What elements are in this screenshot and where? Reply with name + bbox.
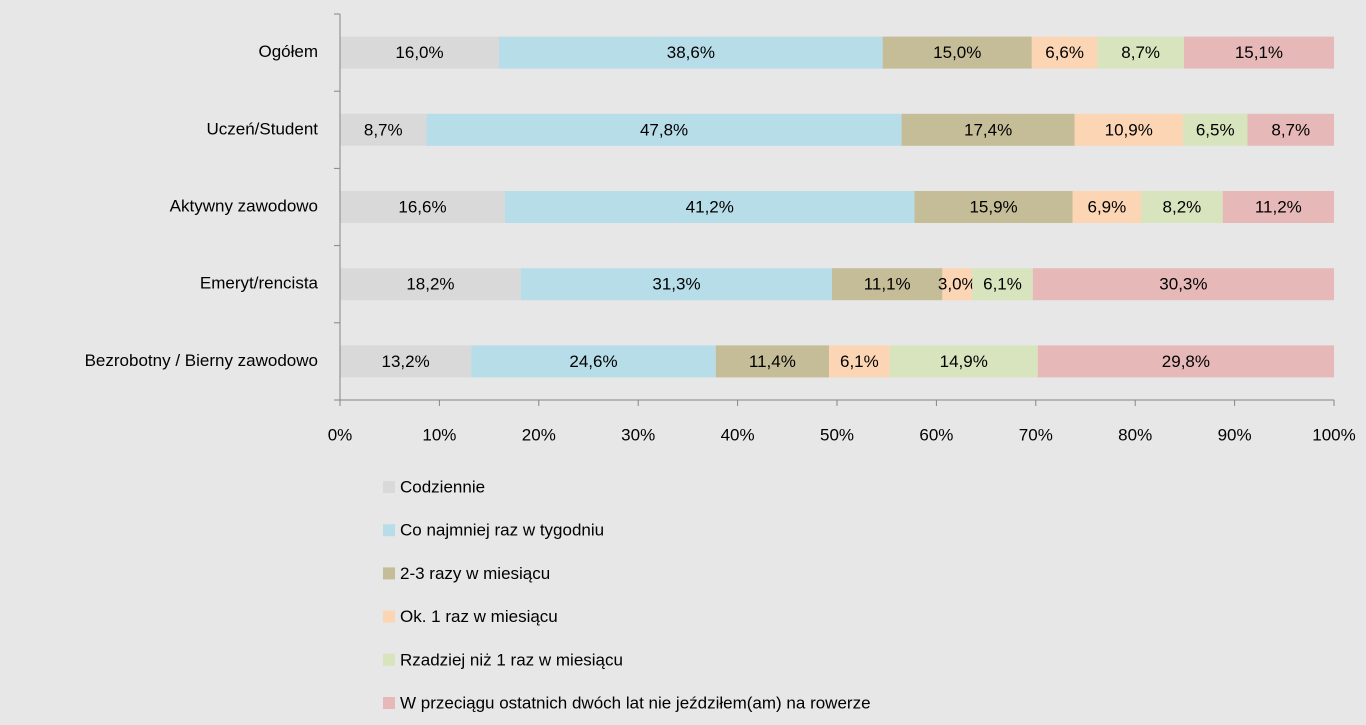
legend-label: 2-3 razy w miesiącu <box>400 564 550 583</box>
data-label: 16,6% <box>398 197 446 216</box>
data-label: 11,4% <box>749 352 796 371</box>
data-label: 29,8% <box>1162 352 1210 371</box>
legend-label: Rzadziej niż 1 raz w miesiącu <box>400 650 623 669</box>
bar-segment <box>1072 191 1142 223</box>
data-label: 18,2% <box>406 275 454 294</box>
bar-segment <box>914 191 1073 223</box>
bar-segment <box>942 268 973 301</box>
legend-label: W przeciągu ostatnich dwóch lat nie jeźd… <box>400 693 871 712</box>
data-label: 8,7% <box>1121 43 1160 62</box>
data-label: 6,1% <box>983 275 1022 294</box>
bar-segment <box>1097 36 1184 69</box>
data-label: 15,9% <box>969 197 1017 216</box>
bar-segment <box>340 345 472 378</box>
bar-segment <box>901 113 1075 146</box>
data-label: 8,7% <box>1271 120 1310 139</box>
data-label: 3,0% <box>938 275 977 294</box>
data-label: 10,9% <box>1105 120 1153 139</box>
bar-segment <box>340 191 506 223</box>
x-tick-label: 80% <box>1118 425 1152 444</box>
category-label: Bezrobotny / Bierny zawodowo <box>85 351 318 370</box>
x-tick-label: 30% <box>621 425 655 444</box>
data-label: 13,2% <box>382 352 430 371</box>
data-label: 17,4% <box>964 120 1012 139</box>
data-label: 6,5% <box>1196 120 1235 139</box>
legend-swatch <box>383 567 395 580</box>
data-label: 24,6% <box>569 352 617 371</box>
bar-segment <box>471 345 716 378</box>
bar-segment <box>505 191 915 223</box>
data-label: 47,8% <box>640 120 688 139</box>
bar-segment <box>426 113 902 146</box>
bar-segment <box>340 36 500 69</box>
data-label: 15,0% <box>933 43 981 62</box>
bar-segment <box>829 345 890 378</box>
x-tick-label: 50% <box>820 425 854 444</box>
bar-segment <box>1031 36 1098 69</box>
x-tick-label: 10% <box>422 425 456 444</box>
x-tick-label: 0% <box>328 425 353 444</box>
legend-swatch <box>383 524 395 537</box>
x-tick-label: 90% <box>1218 425 1252 444</box>
data-label: 6,9% <box>1087 197 1126 216</box>
bar-segment <box>1182 113 1248 146</box>
bar-segment <box>1183 36 1334 69</box>
category-label: Aktywny zawodowo <box>170 196 318 215</box>
bar-segment <box>889 345 1038 378</box>
data-label: 14,9% <box>940 352 988 371</box>
legend-swatch <box>383 481 395 493</box>
data-label: 38,6% <box>667 43 715 62</box>
bar-segment <box>520 268 833 301</box>
data-label: 30,3% <box>1159 275 1207 294</box>
category-label: Uczeń/Student <box>206 119 318 138</box>
bar-segment <box>1074 113 1183 146</box>
category-label: Emeryt/rencista <box>200 274 319 293</box>
x-tick-label: 20% <box>522 425 556 444</box>
bar-segment <box>340 113 427 146</box>
legend-swatch <box>383 697 395 709</box>
legend-label: Codziennie <box>400 477 485 496</box>
bar-segment <box>832 268 943 301</box>
data-label: 6,1% <box>840 352 879 371</box>
bar-segment <box>715 345 830 378</box>
data-label: 41,2% <box>686 197 734 216</box>
legend-swatch <box>383 653 395 666</box>
x-tick-label: 60% <box>919 425 953 444</box>
legend-label: Co najmniej raz w tygodniu <box>400 521 604 540</box>
bar-segment <box>1032 268 1334 301</box>
bar-segment <box>1141 191 1223 223</box>
x-tick-label: 70% <box>1019 425 1053 444</box>
x-tick-label: 40% <box>721 425 755 444</box>
bar-segment <box>499 36 883 69</box>
legend-swatch <box>383 610 395 623</box>
data-label: 8,7% <box>364 120 403 139</box>
data-label: 8,2% <box>1163 197 1202 216</box>
bar-segment <box>1037 345 1334 378</box>
bar-segment <box>1247 113 1334 146</box>
bar-segment <box>882 36 1032 69</box>
x-tick-label: 100% <box>1312 425 1355 444</box>
bar-segment <box>972 268 1033 301</box>
bar-segment <box>340 268 521 301</box>
legend-label: Ok. 1 raz w miesiącu <box>400 607 558 626</box>
data-label: 11,1% <box>864 275 911 294</box>
category-label: Ogółem <box>258 42 318 61</box>
data-label: 16,0% <box>395 43 443 62</box>
bar-segment <box>1222 191 1334 223</box>
data-label: 11,2% <box>1255 197 1302 216</box>
data-label: 15,1% <box>1235 43 1283 62</box>
data-label: 6,6% <box>1045 43 1084 62</box>
data-label: 31,3% <box>652 275 700 294</box>
